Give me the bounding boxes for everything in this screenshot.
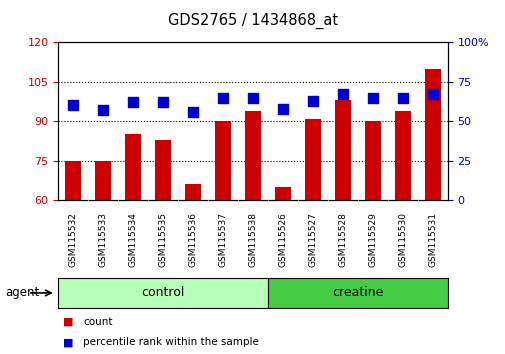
Point [308, 98, 316, 104]
Point [219, 95, 227, 101]
Text: GSM115529: GSM115529 [368, 212, 377, 267]
Point [368, 95, 376, 101]
Point [398, 95, 406, 101]
Text: ■: ■ [63, 317, 74, 327]
Bar [424, 69, 440, 200]
Bar [274, 187, 291, 200]
Text: percentile rank within the sample: percentile rank within the sample [83, 337, 259, 348]
Text: agent: agent [5, 286, 39, 299]
Point [338, 92, 346, 97]
Text: GSM115527: GSM115527 [308, 212, 317, 267]
Point [99, 107, 107, 113]
Bar [155, 139, 171, 200]
Bar [244, 111, 261, 200]
Point [248, 95, 257, 101]
Text: GSM115531: GSM115531 [427, 212, 436, 267]
Text: count: count [83, 317, 113, 327]
Text: GSM115536: GSM115536 [188, 212, 197, 267]
Text: control: control [141, 286, 184, 299]
Text: GDS2765 / 1434868_at: GDS2765 / 1434868_at [168, 12, 337, 29]
Bar [95, 161, 111, 200]
Point [189, 109, 197, 115]
Point [69, 103, 77, 108]
Point [428, 92, 436, 97]
Text: GSM115537: GSM115537 [218, 212, 227, 267]
Point [278, 106, 286, 112]
Bar [214, 121, 231, 200]
Text: GSM115535: GSM115535 [158, 212, 167, 267]
Point [159, 99, 167, 105]
Text: GSM115533: GSM115533 [98, 212, 108, 267]
Bar [184, 184, 201, 200]
Text: GSM115530: GSM115530 [397, 212, 407, 267]
Text: ■: ■ [63, 337, 74, 348]
Text: GSM115526: GSM115526 [278, 212, 287, 267]
Bar [304, 119, 321, 200]
Text: GSM115534: GSM115534 [128, 212, 137, 267]
Bar [364, 121, 380, 200]
Point [129, 99, 137, 105]
Text: GSM115538: GSM115538 [248, 212, 257, 267]
Bar [334, 100, 350, 200]
Bar [65, 161, 81, 200]
Bar [394, 111, 410, 200]
Bar [125, 135, 141, 200]
Text: GSM115532: GSM115532 [69, 212, 78, 267]
Text: GSM115528: GSM115528 [338, 212, 347, 267]
Text: creatine: creatine [332, 286, 383, 299]
